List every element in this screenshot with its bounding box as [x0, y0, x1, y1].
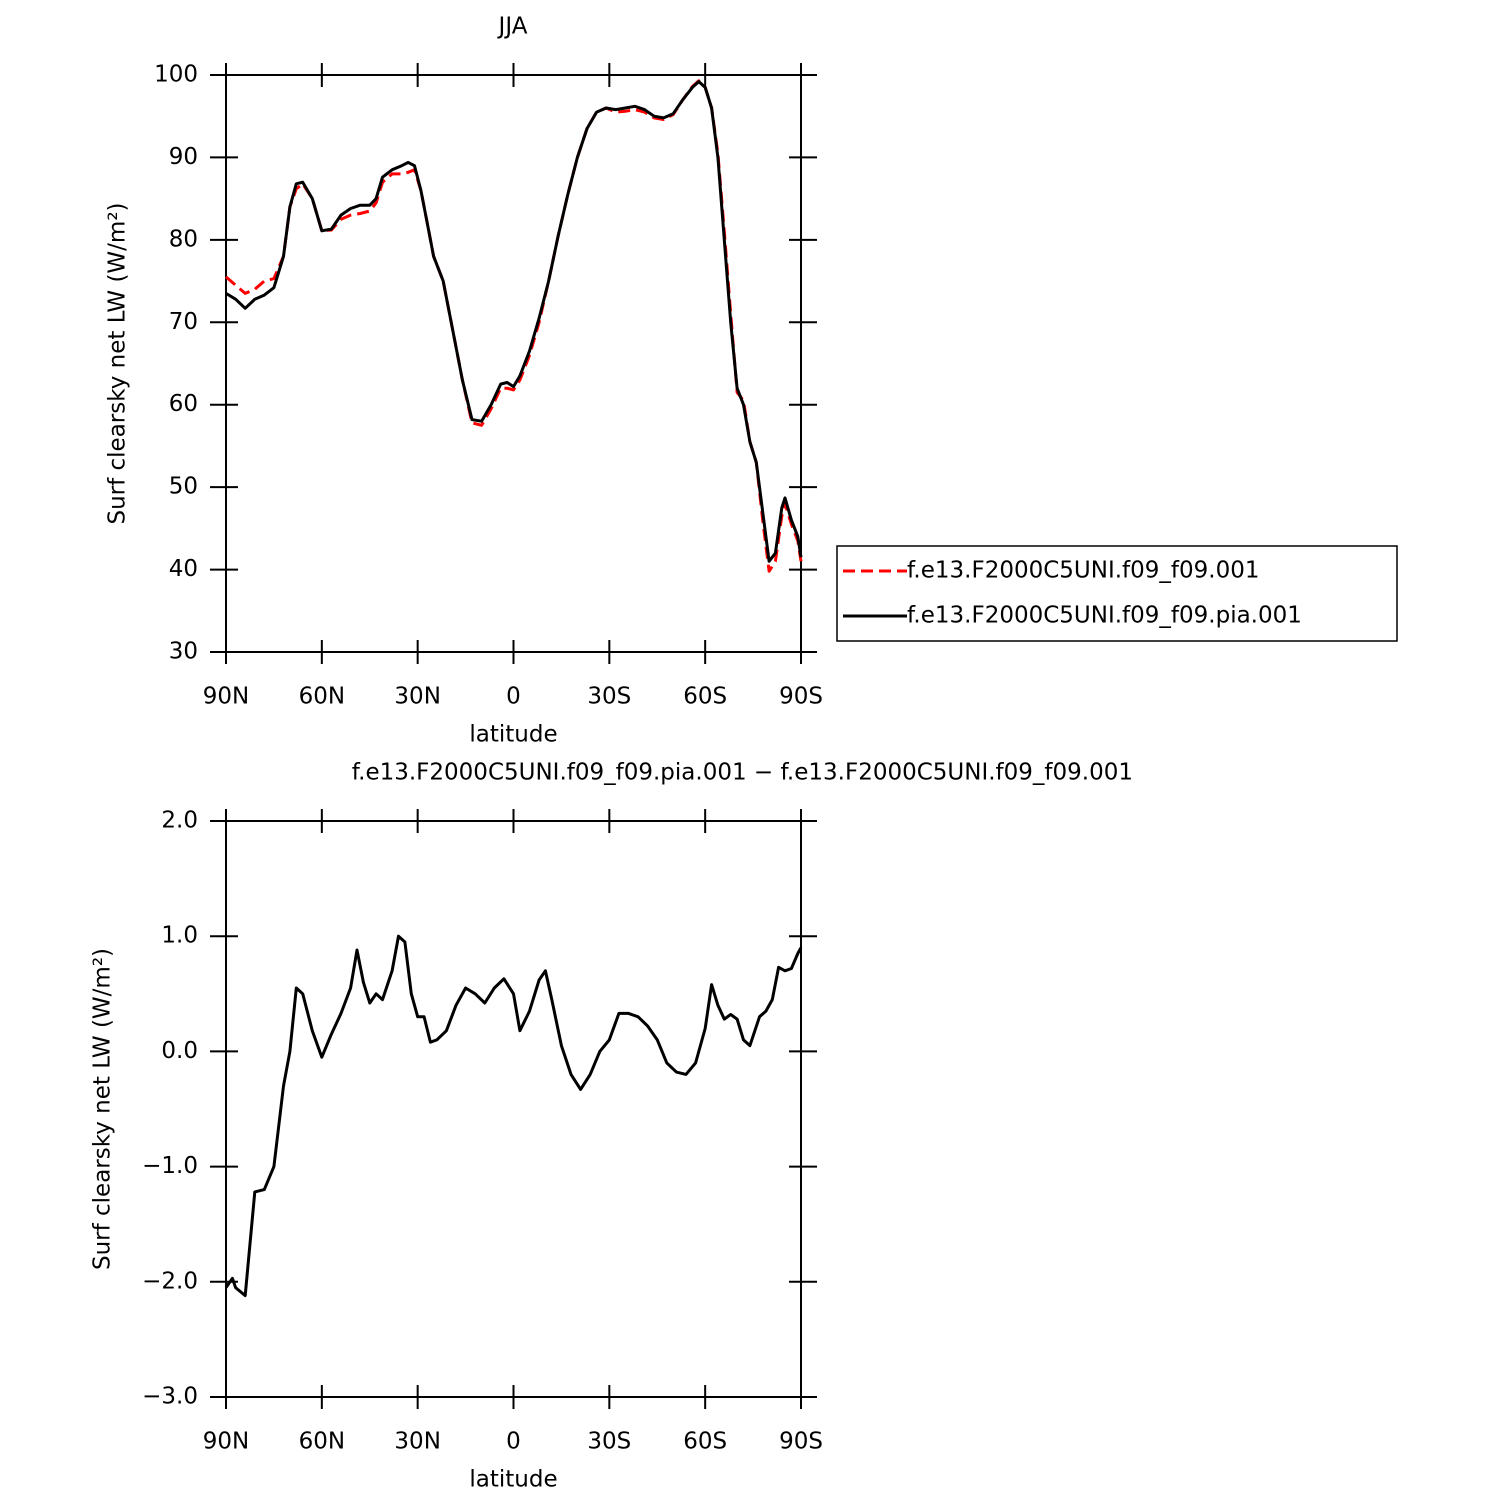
y-tick-label: 60 — [169, 391, 198, 417]
chart-title: f.e13.F2000C5UNI.f09_f09.pia.001 − f.e13… — [352, 760, 1133, 786]
y-tick-label: 70 — [169, 309, 198, 335]
x-tick-label: 60S — [683, 684, 727, 710]
y-axis-label: Surf clearsky net LW (W/m²) — [105, 202, 131, 524]
y-tick-label: 80 — [169, 226, 198, 252]
y-tick-label: −1.0 — [142, 1153, 198, 1179]
x-tick-label: 90N — [203, 1429, 249, 1455]
y-tick-label: 30 — [169, 639, 198, 665]
x-tick-label: 0 — [506, 1429, 521, 1455]
x-tick-label: 90S — [779, 684, 823, 710]
x-tick-label: 0 — [506, 684, 521, 710]
data-line — [225, 80, 803, 563]
y-tick-label: −3.0 — [142, 1384, 198, 1410]
x-tick-label: 30N — [394, 1429, 440, 1455]
x-tick-label: 90N — [203, 684, 249, 710]
y-tick-label: 100 — [154, 62, 198, 88]
data-line — [224, 934, 803, 1298]
x-axis-label: latitude — [469, 1467, 557, 1493]
x-tick-label: 60S — [683, 1429, 727, 1455]
y-axis-label: Surf clearsky net LW (W/m²) — [90, 948, 116, 1270]
y-tick-label: 0.0 — [161, 1038, 198, 1064]
x-axis-label: latitude — [469, 722, 557, 748]
y-tick-label: 2.0 — [161, 808, 198, 834]
chart-title: JJA — [497, 14, 528, 40]
x-tick-label: 30S — [587, 684, 631, 710]
plot-frame — [225, 74, 802, 653]
legend-box — [836, 545, 1398, 642]
y-tick-label: 40 — [169, 556, 198, 582]
x-tick-label: 90S — [779, 1429, 823, 1455]
y-tick-label: 90 — [169, 144, 198, 170]
data-line — [225, 79, 803, 573]
legend-label: f.e13.F2000C5UNI.f09_f09.001 — [907, 558, 1260, 584]
y-tick-label: 50 — [169, 474, 198, 500]
x-tick-label: 60N — [299, 1429, 345, 1455]
x-tick-label: 30S — [587, 1429, 631, 1455]
legend-label: f.e13.F2000C5UNI.f09_f09.pia.001 — [907, 603, 1302, 629]
x-tick-label: 60N — [299, 684, 345, 710]
plot-frame — [225, 820, 802, 1398]
y-tick-label: 1.0 — [161, 923, 198, 949]
y-tick-label: −2.0 — [142, 1268, 198, 1294]
x-tick-label: 30N — [394, 684, 440, 710]
